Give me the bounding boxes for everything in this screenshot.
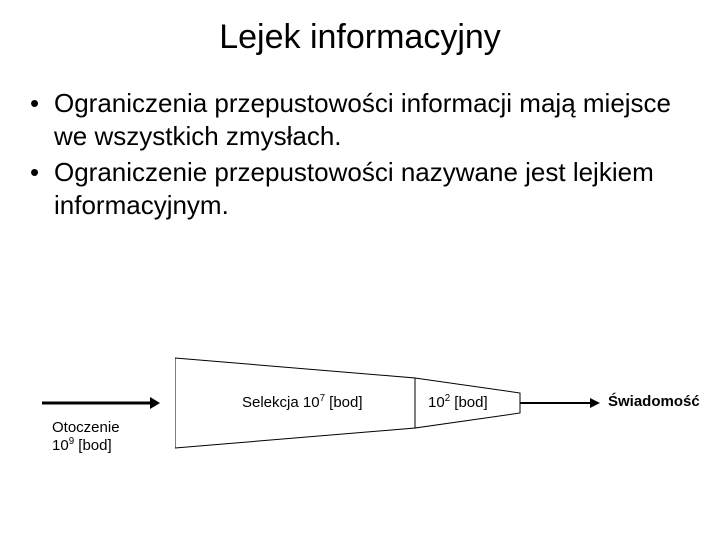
- bullet-item: • Ograniczenie przepustowości nazywane j…: [30, 156, 690, 221]
- funnel-diagram: Otoczenie 109 [bod] Słuch Wzrok Węch Sma…: [0, 338, 720, 538]
- bullet-dot: •: [30, 87, 54, 152]
- input-arrow: [40, 393, 160, 413]
- bullet-list: • Ograniczenia przepustowości informacji…: [30, 87, 690, 221]
- otoczenie-label: Otoczenie: [52, 420, 120, 437]
- bullet-dot: •: [30, 156, 54, 221]
- stage2-label-block: 102 [bod]: [428, 394, 488, 412]
- otoczenie-block: Otoczenie 109 [bod]: [52, 420, 120, 454]
- bullet-text: Ograniczenia przepustowości informacji m…: [54, 87, 690, 152]
- selekcja-label-block: Selekcja 107 [bod]: [242, 394, 363, 412]
- bullet-item: • Ograniczenia przepustowości informacji…: [30, 87, 690, 152]
- page-title: Lejek informacyjny: [0, 18, 720, 57]
- swiadomosc-label: Świadomość: [608, 394, 700, 411]
- bullet-text: Ograniczenie przepustowości nazywane jes…: [54, 156, 690, 221]
- funnel-svg: [175, 348, 695, 478]
- otoczenie-value: 109 [bod]: [52, 437, 120, 455]
- output-arrow-head: [590, 398, 600, 408]
